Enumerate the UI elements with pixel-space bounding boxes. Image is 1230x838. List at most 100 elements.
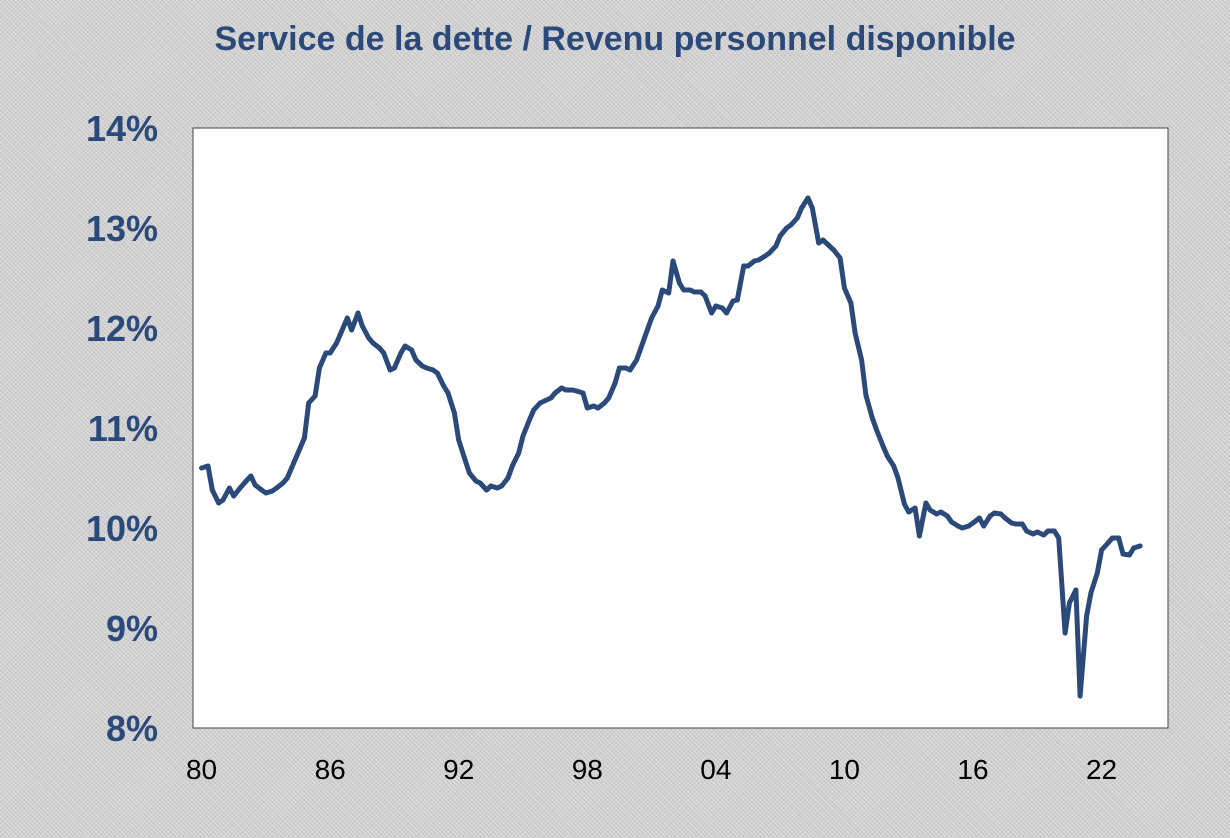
data-point bbox=[531, 407, 537, 413]
data-point bbox=[912, 505, 918, 511]
data-point bbox=[494, 485, 500, 491]
data-point bbox=[441, 383, 447, 389]
data-point bbox=[1120, 551, 1126, 557]
y-tick-label: 12% bbox=[86, 308, 158, 349]
data-point bbox=[1094, 570, 1100, 576]
data-point bbox=[895, 475, 901, 481]
data-point bbox=[659, 287, 665, 293]
data-point bbox=[409, 347, 414, 353]
data-point bbox=[323, 350, 329, 356]
data-point bbox=[312, 393, 318, 399]
y-tick-label: 11% bbox=[88, 408, 158, 449]
data-point bbox=[959, 525, 965, 531]
data-point bbox=[402, 343, 408, 349]
data-point bbox=[784, 225, 789, 231]
data-point bbox=[820, 237, 826, 243]
data-point bbox=[317, 365, 322, 371]
data-point bbox=[252, 482, 258, 488]
data-point bbox=[794, 215, 800, 221]
x-axis: 80 86 92 98 04 10 16 22 bbox=[186, 754, 1117, 785]
data-point bbox=[934, 511, 939, 517]
data-point bbox=[816, 240, 822, 246]
data-point bbox=[719, 305, 725, 311]
data-point bbox=[231, 493, 237, 499]
data-point bbox=[259, 487, 264, 493]
data-point bbox=[670, 258, 676, 264]
data-point bbox=[516, 450, 522, 456]
data-point bbox=[638, 345, 644, 351]
data-point bbox=[334, 340, 339, 346]
data-point bbox=[509, 463, 515, 469]
data-point bbox=[477, 480, 483, 486]
data-point bbox=[692, 289, 697, 295]
data-point bbox=[777, 233, 783, 239]
data-point bbox=[863, 392, 869, 398]
data-point bbox=[434, 370, 440, 376]
data-point bbox=[327, 350, 333, 356]
data-point bbox=[1056, 535, 1062, 541]
x-tick-label: 16 bbox=[957, 754, 988, 785]
data-point bbox=[606, 395, 612, 401]
x-tick-label: 86 bbox=[315, 754, 346, 785]
x-tick-label: 98 bbox=[572, 754, 603, 785]
data-point bbox=[880, 443, 886, 449]
data-point bbox=[591, 403, 597, 409]
data-point bbox=[902, 501, 907, 507]
data-point bbox=[752, 258, 757, 264]
data-point bbox=[1062, 630, 1068, 636]
data-point bbox=[623, 365, 629, 371]
data-point bbox=[1105, 540, 1111, 546]
data-point bbox=[1041, 532, 1047, 538]
data-point bbox=[366, 335, 372, 341]
data-point bbox=[745, 263, 751, 269]
data-point bbox=[970, 520, 976, 526]
plot-area bbox=[192, 127, 1169, 729]
x-tick-label: 22 bbox=[1086, 754, 1117, 785]
data-point bbox=[681, 287, 687, 293]
data-point bbox=[263, 490, 269, 496]
data-point bbox=[473, 478, 479, 484]
data-point bbox=[927, 507, 933, 513]
data-point bbox=[981, 523, 987, 529]
data-point bbox=[874, 427, 879, 433]
data-point bbox=[462, 457, 468, 463]
y-tick-label: 10% bbox=[86, 508, 158, 549]
data-point bbox=[827, 243, 832, 249]
data-point bbox=[537, 400, 543, 406]
data-point bbox=[1009, 520, 1014, 526]
data-point bbox=[837, 255, 843, 261]
data-point bbox=[773, 243, 779, 249]
data-point bbox=[413, 357, 419, 363]
data-point bbox=[242, 480, 247, 486]
data-point bbox=[762, 253, 768, 259]
data-point bbox=[338, 330, 344, 336]
data-point bbox=[809, 205, 815, 211]
data-point bbox=[799, 205, 804, 211]
data-point bbox=[569, 387, 575, 393]
data-point bbox=[1116, 535, 1122, 541]
data-point bbox=[387, 367, 393, 373]
data-point bbox=[220, 497, 226, 503]
y-tick-label: 8% bbox=[106, 708, 158, 749]
data-point bbox=[548, 395, 554, 401]
data-point bbox=[938, 509, 944, 515]
data-point bbox=[398, 350, 404, 356]
data-point bbox=[484, 487, 489, 493]
data-point bbox=[709, 310, 714, 316]
data-point bbox=[1045, 528, 1051, 534]
data-point bbox=[280, 480, 286, 486]
data-point bbox=[237, 485, 243, 491]
data-point bbox=[730, 298, 736, 304]
y-tick-label: 14% bbox=[86, 108, 158, 149]
data-point bbox=[306, 400, 312, 406]
data-point bbox=[724, 310, 729, 316]
data-point bbox=[756, 257, 762, 263]
data-point bbox=[248, 473, 254, 479]
data-point bbox=[209, 487, 215, 493]
data-point bbox=[634, 357, 639, 363]
data-point bbox=[430, 367, 436, 373]
data-point bbox=[580, 390, 586, 396]
data-point bbox=[205, 463, 211, 469]
data-point bbox=[302, 435, 307, 441]
